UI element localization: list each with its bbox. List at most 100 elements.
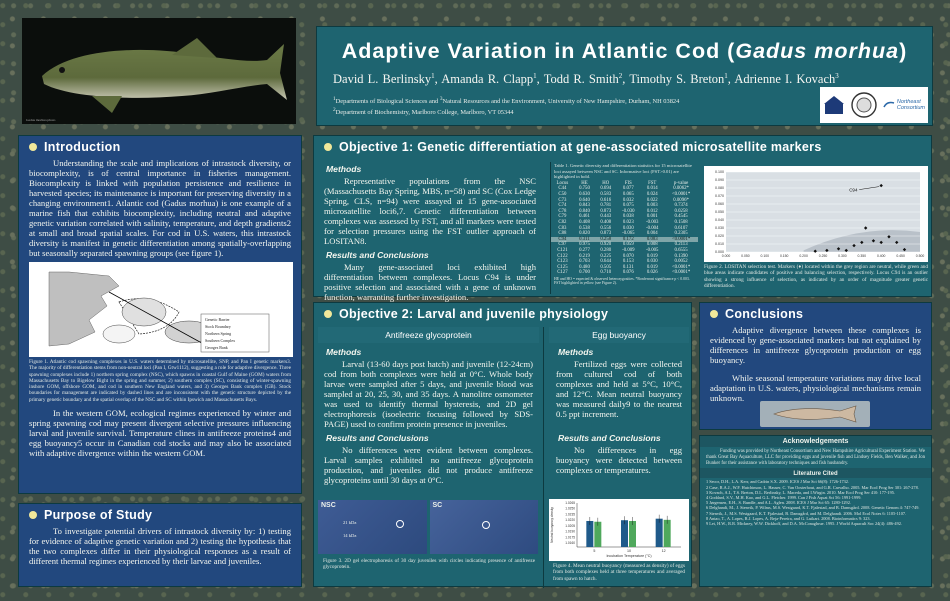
outlier-label: C94 [849,188,858,193]
x-tick-label: 0.050 [741,254,750,258]
literature-item: 2 Case, R.A.J., W.F. Hutchinson, L. Haus… [706,484,919,490]
table-cell: C82 [558,219,567,225]
y-tick-label: 0.070 [715,194,724,198]
table-cell: -0.009 [622,247,635,253]
y-axis-label: Neutral buoyancy density [550,507,554,543]
y-tick-label: 1.0235 [565,512,575,516]
table-cell: C122 [557,253,568,259]
y-tick-label: 1.0160 [565,541,575,545]
table-cell: 0.694 [600,186,612,192]
table-cell: 0.024 [646,191,658,197]
table-cell: 0.7374 [674,203,688,209]
afp-results-label: Results and Conclusions [326,433,429,443]
table-cell: 0.583 [600,191,612,197]
table-cell: <0.0001* [671,270,691,276]
table-cell: C79 [558,214,567,220]
table-cell: 0.0052 [674,259,688,265]
acknowledgements-panel: Acknowledgements Funding was provided by… [699,435,932,587]
x-tick-label: 12 [662,549,666,553]
table-1: Table 1. Genetic diversity and different… [550,162,698,294]
table-row: C121 0.277 0.280 -0.009 -0.005 0.6555 [551,248,698,254]
table-cell: 0.616 [600,197,612,203]
y-tick-label: 0.080 [715,186,724,190]
x-tick-label: 0.200 [799,254,808,258]
literature-item: 8 Antao, T., A. Lopes, R.J. Lopes, A. Be… [706,515,871,521]
x-tick-label: 0.500 [916,254,925,258]
literature-item: 4 Goddard, S.V., M.H. Kao, and G.L. Flet… [706,495,862,500]
map-figure: Genetic Barrier Stock Boundary Northern Sp… [29,262,293,357]
table-cell: 0.030 [622,225,634,231]
objective-2-panel: Objective 2: Larval and juvenile physiol… [313,302,692,588]
table-cell: C83 [558,225,567,231]
x-tick-label: 0.300 [838,254,847,258]
genetic-stats-table: Locus HE HO FIS FST p-value C44 0.750 0.694 0.07… [551,181,698,276]
y-tick-label: 0.000 [715,250,724,254]
bar [586,520,594,547]
table-cell: -0.065 [622,231,635,237]
table-cell: 0.258 [595,236,617,243]
bar [629,520,636,547]
afp-title: Antifreeze glycoprotein [318,327,539,343]
egg-buoyancy-chart: 1.02651.02501.02351.02201.02051.01901.01… [550,501,681,558]
spawning-map [29,262,293,357]
table-row: C97 0.975 0.920 0.059 0.008 0.2113 [551,242,698,248]
data-point [813,249,817,253]
y-tick-label: 0.020 [715,234,724,238]
egg-results-text: No differences in egg buoyancy were dete… [556,445,682,475]
table-header-cell: HO [602,180,610,186]
species-name: Gadus morhua [735,39,900,63]
y-tick-label: 1.0250 [565,507,575,511]
bullet-icon [324,310,332,318]
bar [621,520,628,547]
lositan-figure: 0.100 0.090 0.080 0.070 0.060 0.050 0.040 0.030… [704,166,928,262]
literature-item: 1 Secor, D.H., L.A. Kerr, and Cadrin S.X… [706,479,849,485]
table-cell: 0.820 [579,231,590,237]
table-row: C79 0.461 0.443 0.038 0.001 0.4545 [551,214,698,220]
data-point [863,226,868,230]
obj1-methods-label: Methods [326,164,362,174]
afp-circle-marker [481,521,490,529]
table-cell: <0.0001* [671,191,691,197]
data-point [825,248,829,253]
fish-caption: Gadus morhua photo [26,118,56,122]
table-cell: 0.065 [622,191,634,197]
table-cell: 0.0258 [674,208,688,214]
table-cell: 0.059 [622,242,634,248]
table-cell: 0.2305 [674,231,688,237]
x-tick-label: 0.000 [722,254,731,258]
affiliations: 1Departments of Biological Sciences and … [333,96,680,117]
table-header-cell: Locus [556,180,569,186]
x-tick-label: 5 [593,549,595,553]
lositan-chart: 0.100 0.090 0.080 0.070 0.060 0.050 0.040 0.030… [715,170,925,258]
table-cell: 0.750 [579,186,590,192]
table-cell: 0.311 [573,236,596,243]
poster-title: Adaptive Variation in Atlantic Cod (Gadu… [341,39,908,63]
table-cell: C50 [558,191,567,197]
table-cell: 0.030 [646,259,658,265]
table-cell: 0.038 [622,214,634,220]
table-row: C44 0.750 0.694 0.077 0.014 0.0062* [551,186,698,192]
introduction-heading: Introduction [19,136,301,158]
table-cell: 0.1390 [674,253,688,259]
x-tick-label: 0.250 [819,254,828,258]
x-tick-label: 10 [627,549,631,553]
table-cell: 0.023 [622,219,634,225]
logos: Northeast Consortium [820,87,928,123]
table-1-caption: Table 1. Genetic diversity and different… [554,163,692,180]
table-cell: 0.131 [622,264,634,270]
obj1-results-label: Results and Conclusions [326,250,429,260]
x-tick-label: 0.350 [858,254,867,258]
table-cell: 0.019 [646,264,658,270]
table-1-note: HE and HO = expected & observed heterozy… [554,276,690,286]
table-cell: 0.219 [579,253,590,259]
table-cell: 0.975 [579,242,590,248]
table-cell: -0.005 [646,247,659,253]
table-cell: 0.026 [646,270,658,276]
table-cell: C78 [558,208,567,214]
y-tick-label: 0.030 [715,226,724,230]
outlier-arrow [859,186,880,190]
table-cell: 0.703 [579,259,590,265]
literature-list: 1 Secor, D.H., L.A. Kerr, and Cadrin S.X… [700,478,931,527]
table-cell: 0.225 [600,253,612,259]
bar [663,519,671,547]
